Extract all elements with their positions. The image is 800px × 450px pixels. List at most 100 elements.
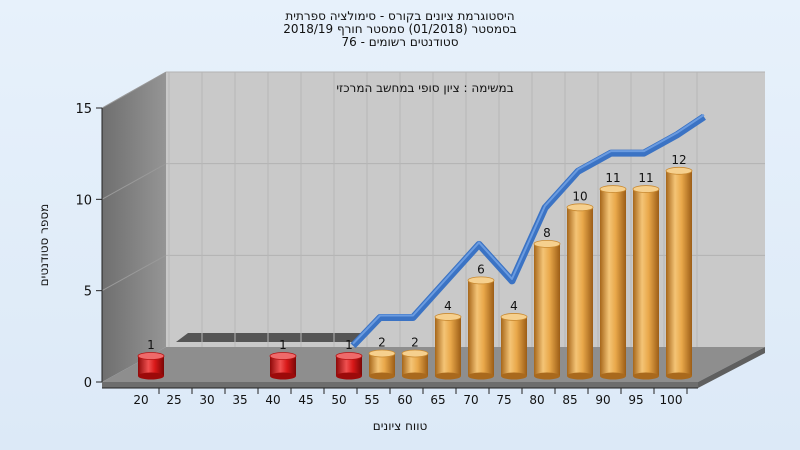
bar-top-cap	[533, 239, 561, 248]
x-tick-label: 25	[166, 393, 181, 407]
bar-pass: 11	[599, 171, 627, 380]
bar-pass: 2	[401, 335, 429, 380]
x-tick-label: 95	[628, 393, 643, 407]
bar-body	[600, 189, 626, 376]
y-tick-label: 10	[75, 193, 92, 208]
bar-base	[666, 372, 692, 380]
bar-base	[567, 372, 593, 380]
bar-fail: 1	[137, 338, 165, 380]
bar-body	[402, 353, 428, 376]
bar-pass: 12	[665, 153, 693, 380]
x-tick-label: 60	[397, 393, 412, 407]
gridlines	[101, 71, 765, 347]
bar-top-cap	[632, 185, 660, 193]
bar-value-label: 11	[605, 171, 620, 185]
x-tick-label: 50	[331, 393, 346, 407]
chart-subtitle: במשימה : ציון סופי במחשב המרכזי	[336, 81, 513, 95]
bar-value-label: 4	[444, 299, 452, 313]
left-side-wall	[102, 72, 166, 382]
bar-value-label: 1	[147, 338, 155, 352]
bar-value-label: 2	[411, 335, 419, 349]
bar-top-cap	[335, 352, 363, 360]
bar-top-cap	[665, 166, 693, 175]
bar-fail: 1	[335, 338, 363, 380]
bar-body	[435, 316, 461, 376]
y-tick-label: 0	[84, 376, 92, 391]
gridline-side	[101, 71, 167, 109]
bar-pass: 11	[632, 171, 660, 380]
chart-title: היסטוגרמת ציונים בקורס - סימולציה ספרתית…	[0, 10, 800, 49]
bar-pass: 4	[500, 299, 528, 380]
bar-value-label: 11	[638, 171, 653, 185]
x-tick-label: 55	[364, 393, 379, 407]
bar-top-cap	[467, 276, 495, 285]
x-tick-label: 35	[232, 393, 247, 407]
bar-base	[435, 372, 461, 380]
bar-body	[270, 356, 296, 376]
bar-body	[666, 170, 692, 376]
bar-top-cap	[500, 313, 528, 321]
ledge	[176, 333, 368, 342]
bar-value-label: 12	[671, 153, 686, 167]
bar-value-label: 2	[378, 335, 386, 349]
x-tick-label: 70	[463, 393, 478, 407]
gridline-side	[101, 254, 167, 292]
bar-pass: 4	[434, 299, 462, 380]
x-tick-label: 90	[595, 393, 610, 407]
x-axis-title: טווח ציונים	[373, 419, 428, 433]
x-tick-label: 30	[199, 393, 214, 407]
bar-body	[138, 356, 164, 376]
bar-base	[501, 372, 527, 380]
bar-base	[402, 372, 428, 380]
bar-value-label: 1	[279, 338, 287, 352]
bar-top-cap	[599, 185, 627, 193]
floor-right-edge	[698, 347, 765, 388]
bar-pass: 6	[467, 262, 495, 380]
bar-value-label: 1	[345, 338, 353, 352]
bar-pass: 10	[566, 189, 594, 380]
bar-body	[567, 207, 593, 376]
bar-base	[468, 372, 494, 380]
x-tick-label: 85	[562, 393, 577, 407]
trend-curve-highlight	[352, 113, 705, 345]
x-tick-label: 45	[298, 393, 313, 407]
bar-value-label: 4	[510, 299, 518, 313]
axes: 0 5 10 15 20 25 30 35 40 45 50 55 60 65 70 75 80 85 90 95 10…	[75, 102, 698, 407]
bar-body	[369, 353, 395, 376]
bar-top-cap	[566, 203, 594, 212]
bar-body	[534, 243, 560, 376]
bar-top-cap	[401, 349, 429, 358]
y-axis-title: מספר סטודנטים	[37, 204, 51, 287]
bar-pass: 8	[533, 226, 561, 380]
bar-base	[369, 372, 395, 380]
bar-top-cap	[137, 352, 165, 360]
bar-body	[336, 356, 362, 376]
bar-base	[270, 372, 296, 380]
bar-top-cap	[269, 352, 297, 360]
bar-base	[600, 372, 626, 380]
bar-body	[501, 316, 527, 376]
bar-value-label: 8	[543, 226, 551, 240]
title-line-3: סטודנטים רשומים - 76	[341, 35, 459, 49]
x-tick-label: 40	[265, 393, 280, 407]
bar-base	[138, 372, 164, 380]
bar-pass: 2	[368, 335, 396, 380]
floor-front-edge	[102, 382, 698, 388]
bar-body	[468, 280, 494, 376]
gridline-side	[101, 163, 167, 200]
bar-value-label: 10	[572, 189, 587, 203]
trend-curve	[350, 113, 706, 349]
y-tick-label: 5	[84, 285, 92, 300]
bar-base	[534, 372, 560, 380]
title-line-2: בסמסטר (01/2018) סמסטר חורף 2018/19	[283, 22, 517, 36]
title-line-1: היסטוגרמת ציונים בקורס - סימולציה ספרתית	[285, 9, 515, 23]
bar-top-cap	[368, 349, 396, 358]
x-tick-label: 20	[133, 393, 148, 407]
bar-fail: 1	[269, 338, 297, 380]
bar-base	[336, 372, 362, 380]
x-tick-label: 100	[660, 393, 683, 407]
bar-body	[633, 189, 659, 376]
floor	[102, 347, 765, 382]
